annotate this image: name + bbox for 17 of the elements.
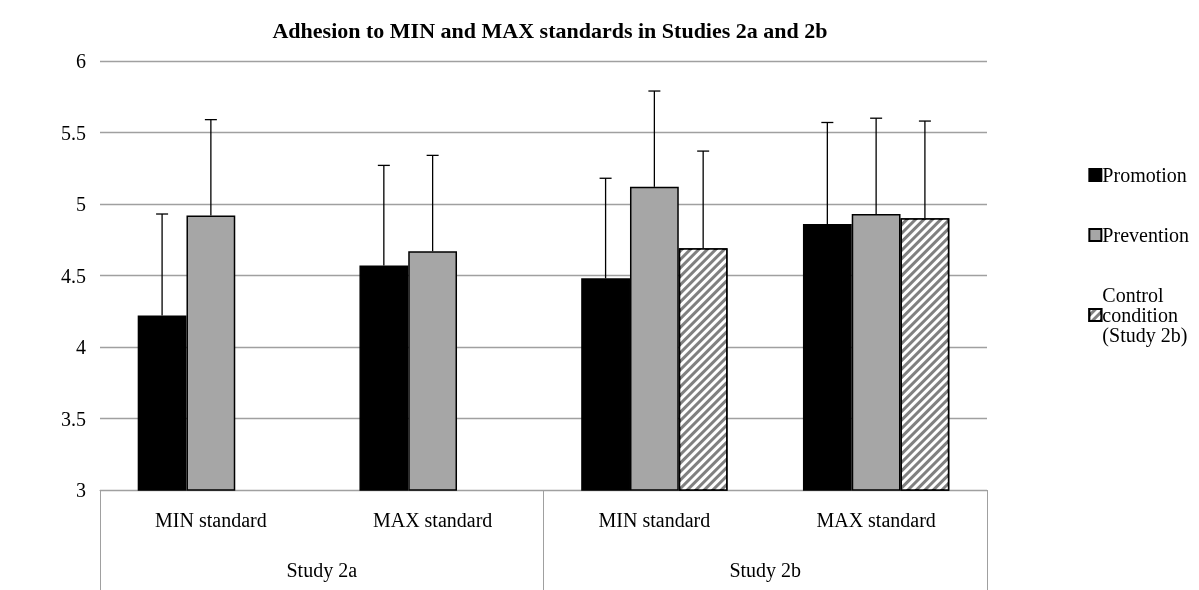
- text: Study 2a: [286, 559, 358, 582]
- x-tick-label: MIN standard: [598, 509, 711, 531]
- chart-title: Adhesion to MIN and MAX standards in Studies 2a and 2b: [272, 17, 828, 43]
- y-tick-label: 6: [76, 50, 86, 72]
- y-tick-label: 3: [76, 479, 86, 501]
- text: Study 2b: [729, 559, 802, 582]
- legend-label: Prevention: [1102, 224, 1190, 246]
- y-tick-label: 3.5: [61, 407, 86, 430]
- y-tick-label: 4.5: [61, 264, 86, 287]
- y-tick-label: 4: [76, 336, 86, 358]
- x-tick-label: MIN standard: [155, 509, 267, 531]
- legend-label: Control condition (Study 2b): [1102, 284, 1188, 347]
- x-tick-label: MAX standard: [816, 509, 936, 531]
- legend-label: Promotion: [1102, 164, 1187, 186]
- y-tick-label: 5.5: [61, 121, 86, 144]
- y-tick-label: 5: [76, 193, 86, 215]
- x-tick-label: MAX standard: [372, 509, 493, 531]
